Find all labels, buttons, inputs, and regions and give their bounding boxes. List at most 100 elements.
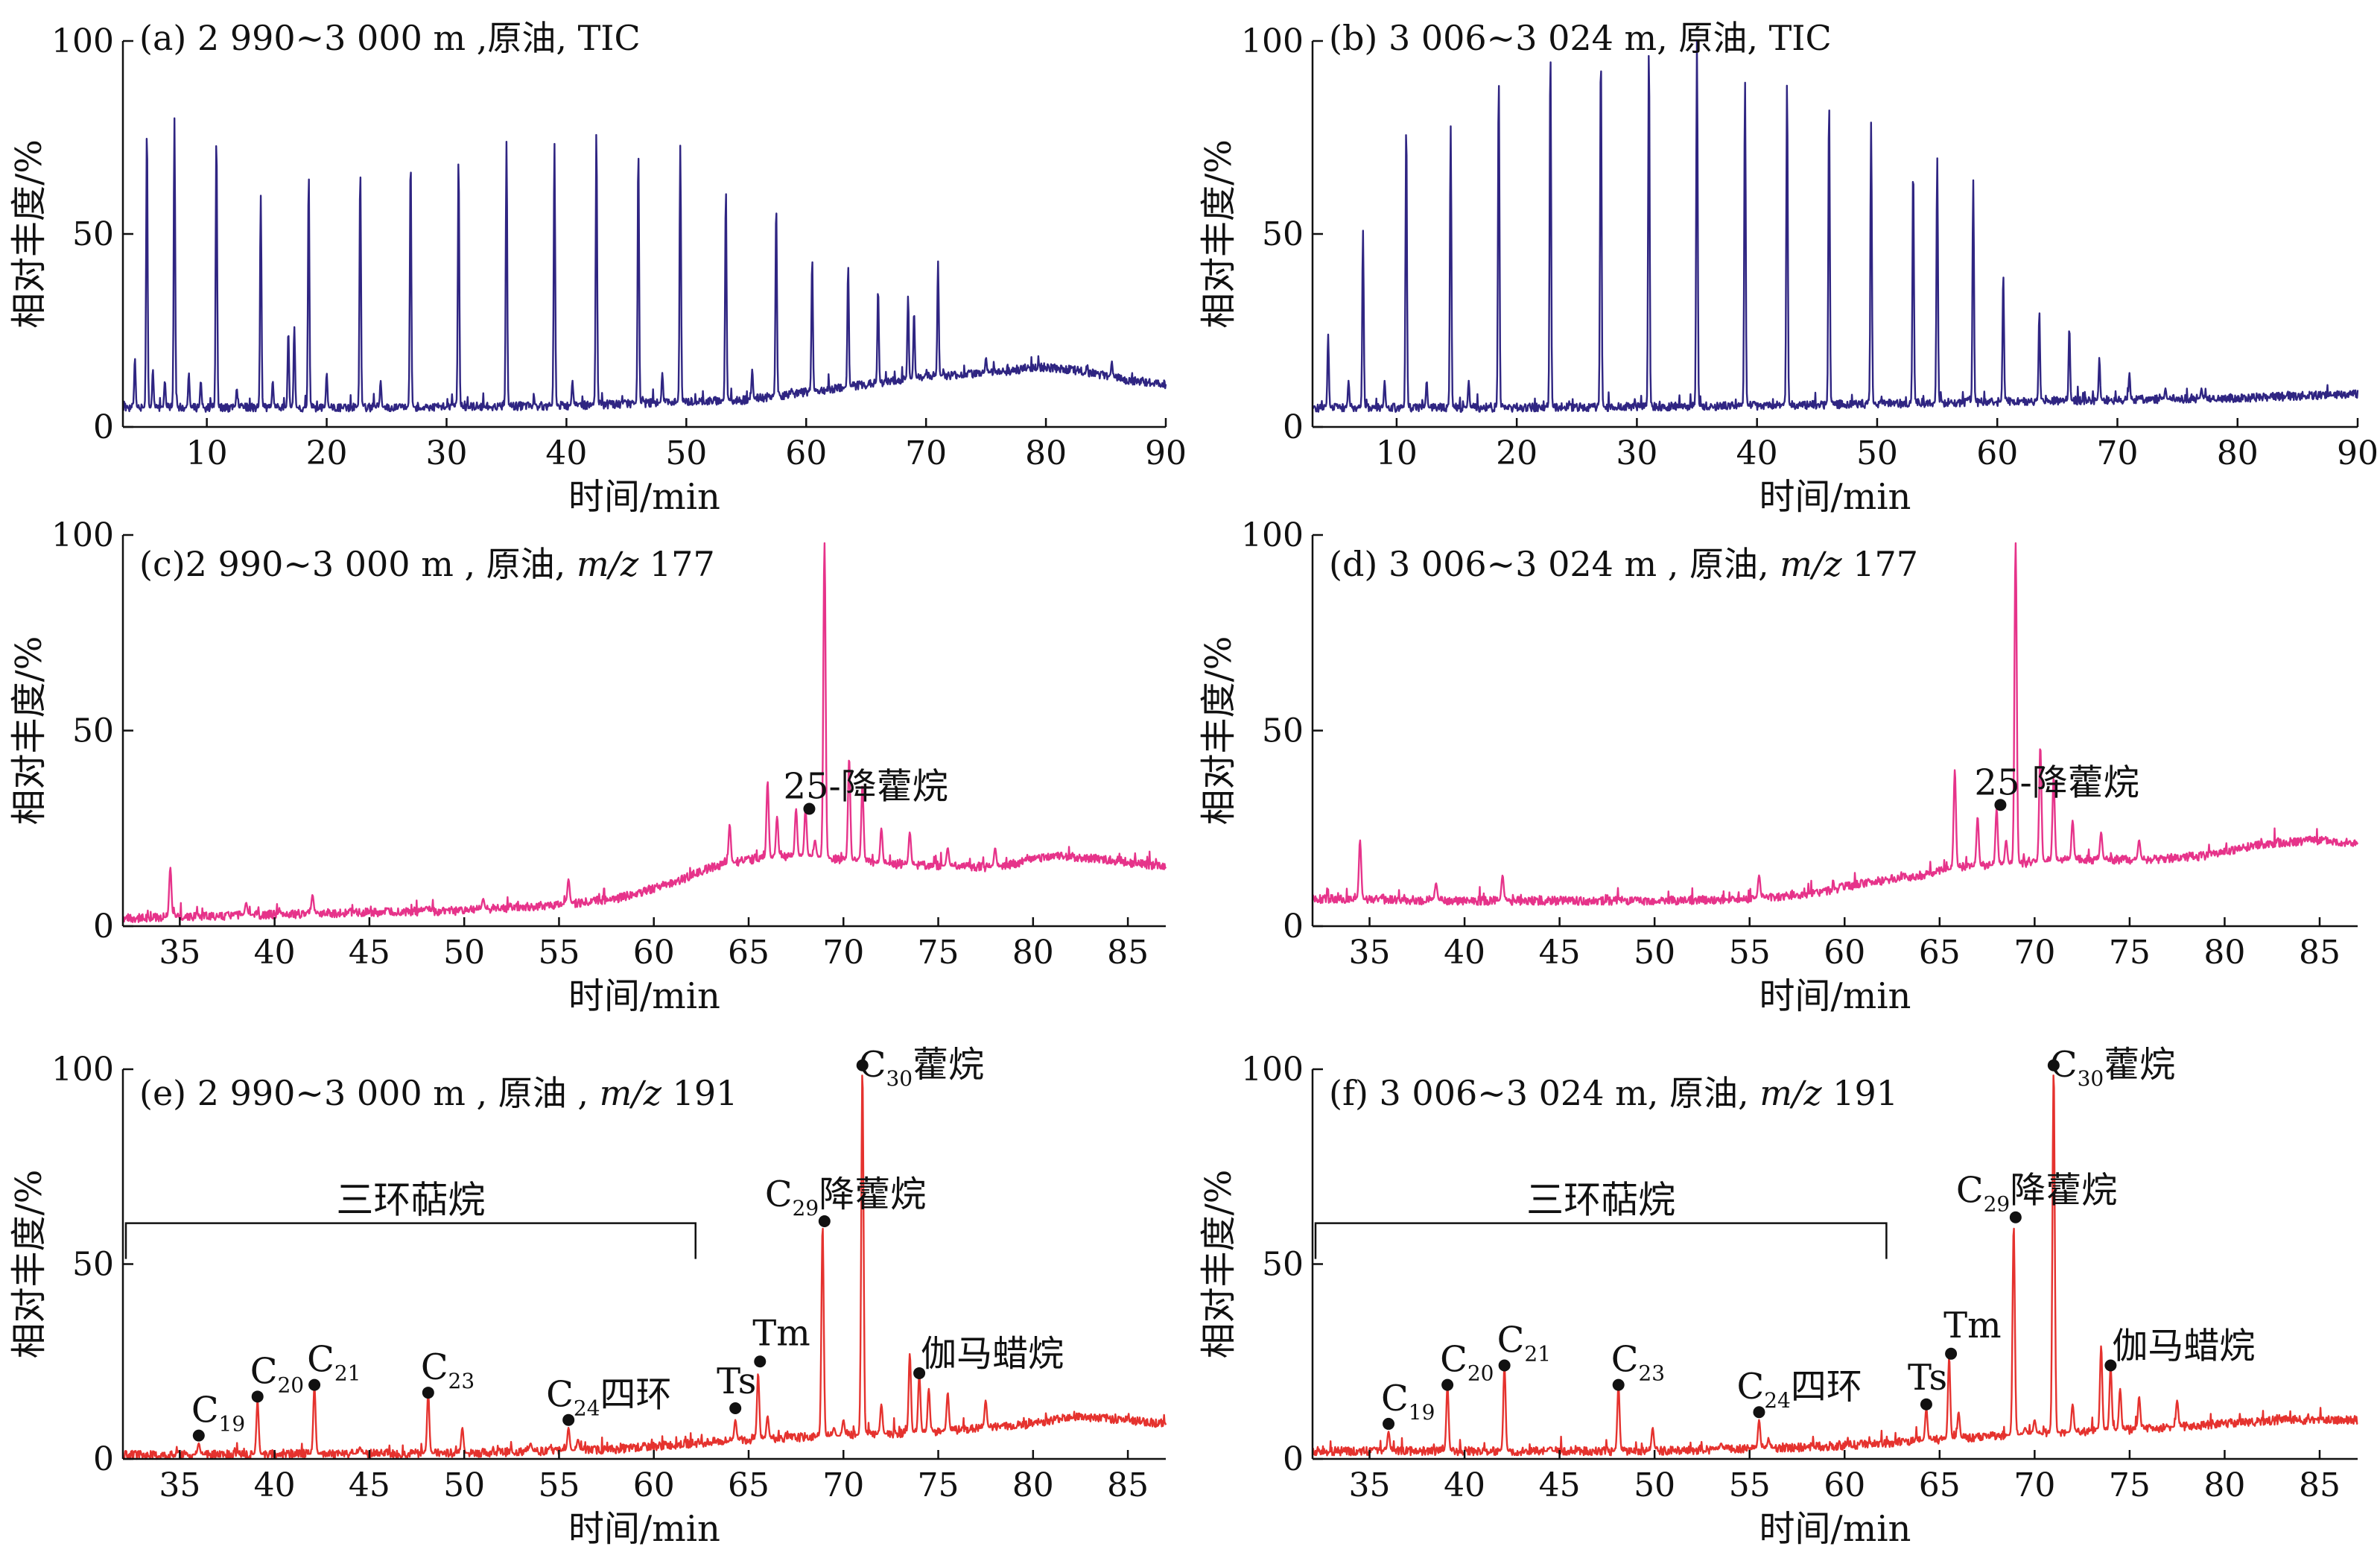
peak-marker xyxy=(856,1059,869,1071)
peak-label: C20 xyxy=(250,1350,304,1397)
peak-label: 25-降藿烷 xyxy=(1974,761,2139,803)
x-tick-label: 20 xyxy=(1496,434,1538,472)
y-axis-label: 相对丰度/% xyxy=(1198,1170,1240,1359)
x-tick-label: 80 xyxy=(2203,1466,2245,1504)
peak-marker xyxy=(818,1215,831,1227)
peak-label: Tm xyxy=(752,1312,810,1354)
y-tick-label: 100 xyxy=(51,516,114,554)
peak-label: Ts xyxy=(1908,1357,1947,1399)
panel-title: (b) 3 006~3 024 m, 原油, TIC xyxy=(1329,18,1832,58)
peak-marker xyxy=(754,1355,767,1368)
peak-label: 伽马蜡烷 xyxy=(921,1333,1064,1375)
series-line-a xyxy=(121,117,1167,413)
x-tick-label: 20 xyxy=(306,434,348,472)
x-tick-label: 65 xyxy=(728,1466,769,1504)
x-tick-label: 55 xyxy=(1729,934,1771,972)
y-tick-label: 100 xyxy=(51,1051,114,1089)
y-tick-label: 100 xyxy=(1241,516,1304,554)
x-tick-label: 30 xyxy=(1616,434,1657,472)
x-tick-label: 75 xyxy=(2109,934,2151,972)
x-tick-label: 85 xyxy=(1107,934,1149,972)
x-tick-label: 70 xyxy=(2014,1466,2055,1504)
peak-label: C30藿烷 xyxy=(2050,1044,2175,1091)
x-tick-label: 60 xyxy=(1976,434,2018,472)
x-tick-label: 75 xyxy=(918,1466,959,1504)
x-tick-label: 35 xyxy=(1349,934,1391,972)
y-tick-label: 0 xyxy=(1283,908,1304,946)
peak-label: C29降藿烷 xyxy=(1956,1170,2117,1217)
x-tick-label: 60 xyxy=(633,1466,675,1504)
chart-b: 0 50 100 10 20 30 40 50 60 70 80 90 时间/min 相对丰度/% (b) … xyxy=(1198,18,2379,518)
x-tick-label: 65 xyxy=(1919,934,1961,972)
peak-marker xyxy=(1383,1417,1395,1430)
x-tick-label: 70 xyxy=(822,1466,864,1504)
y-tick-label: 50 xyxy=(72,1246,114,1284)
y-tick-label: 0 xyxy=(93,908,114,946)
peak-marker xyxy=(1441,1378,1454,1391)
y-tick-label: 0 xyxy=(1283,408,1304,446)
peak-marker xyxy=(913,1367,926,1379)
panel-title: (f) 3 006~3 024 m, 原油, m/z 191 xyxy=(1329,1073,1898,1113)
panel-title: (a) 2 990~3 000 m ,原油, TIC xyxy=(139,18,641,58)
x-tick-label: 60 xyxy=(1824,934,1865,972)
x-tick-label: 45 xyxy=(349,1466,390,1504)
x-tick-label: 85 xyxy=(2299,934,2341,972)
peak-label: C29降藿烷 xyxy=(765,1174,926,1220)
x-tick-label: 10 xyxy=(186,434,228,472)
y-axis-label: 相对丰度/% xyxy=(8,139,50,329)
x-tick-label: 90 xyxy=(1145,434,1187,472)
peak-marker xyxy=(562,1413,575,1426)
y-tick-label: 50 xyxy=(72,712,114,750)
chart-f: 0 50 100 35 40 45 50 55 60 65 70 75 80 85 时间/min 相对丰度/%… xyxy=(1198,1044,2358,1550)
peak-marker xyxy=(192,1429,205,1442)
x-tick-label: 55 xyxy=(1729,1466,1771,1504)
x-tick-label: 60 xyxy=(633,934,675,972)
x-tick-label: 75 xyxy=(2109,1466,2151,1504)
series-line-b xyxy=(1312,40,2359,413)
x-tick-label: 50 xyxy=(1634,1466,1675,1504)
x-tick-label: 85 xyxy=(2299,1466,2341,1504)
x-tick-label: 80 xyxy=(2217,434,2259,472)
x-tick-label: 50 xyxy=(1634,934,1675,972)
y-tick-label: 100 xyxy=(1241,1051,1304,1089)
x-tick-label: 50 xyxy=(1856,434,1898,472)
x-tick-label: 50 xyxy=(443,934,485,972)
x-tick-label: 60 xyxy=(1824,1466,1865,1504)
series-line-f xyxy=(1312,1074,2358,1457)
y-axis-label: 相对丰度/% xyxy=(1198,139,1240,329)
x-tick-label: 80 xyxy=(2203,934,2245,972)
panel-title: (d) 3 006~3 024 m , 原油, m/z 177 xyxy=(1329,544,1918,584)
x-tick-label: 10 xyxy=(1376,434,1418,472)
x-axis-label: 时间/min xyxy=(1759,975,1911,1017)
peak-marker xyxy=(803,802,816,815)
peak-marker xyxy=(251,1390,264,1403)
x-tick-label: 80 xyxy=(1025,434,1067,472)
x-axis-label: 时间/min xyxy=(568,975,720,1017)
peak-label: 25-降藿烷 xyxy=(783,766,948,808)
peak-label: C24四环 xyxy=(546,1374,671,1421)
x-tick-label: 45 xyxy=(1539,1466,1581,1504)
x-tick-label: 45 xyxy=(349,934,390,972)
x-tick-label: 40 xyxy=(254,1466,296,1504)
peak-marker xyxy=(2047,1059,2060,1071)
y-tick-label: 50 xyxy=(1262,712,1304,750)
x-tick-label: 35 xyxy=(159,1466,200,1504)
x-tick-label: 35 xyxy=(1349,1466,1391,1504)
x-tick-label: 30 xyxy=(425,434,467,472)
bracket-label: 三环萜烷 xyxy=(1526,1179,1675,1222)
y-tick-label: 50 xyxy=(72,215,114,253)
x-tick-label: 70 xyxy=(2014,934,2055,972)
x-tick-label: 35 xyxy=(159,934,200,972)
x-tick-label: 80 xyxy=(1012,934,1054,972)
x-tick-label: 50 xyxy=(665,434,707,472)
x-tick-label: 65 xyxy=(1919,1466,1961,1504)
peak-label: Tm xyxy=(1943,1305,2002,1346)
tricyclic-bracket xyxy=(124,1222,696,1259)
x-axis-label: 时间/min xyxy=(1759,1508,1911,1550)
peak-label: C19 xyxy=(191,1390,245,1437)
x-tick-label: 45 xyxy=(1539,934,1581,972)
bracket-label: 三环萜烷 xyxy=(336,1179,485,1222)
x-tick-label: 70 xyxy=(822,934,864,972)
peak-marker xyxy=(308,1378,321,1391)
